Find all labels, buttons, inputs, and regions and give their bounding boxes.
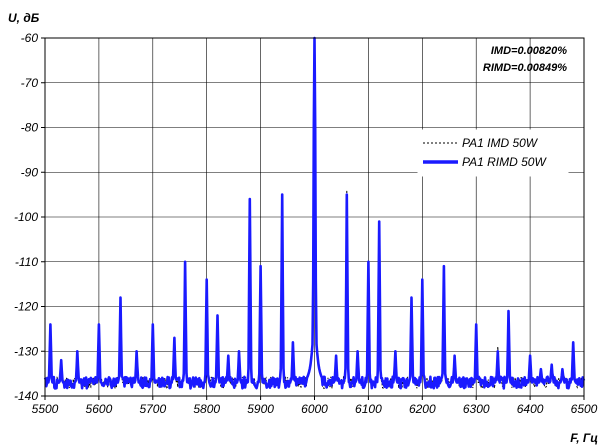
y-tick-label: -140 <box>14 389 38 403</box>
y-tick-label: -70 <box>21 76 39 90</box>
legend: PA1 IMD 50W PA1 RIMD 50W <box>417 129 569 177</box>
rimd-annotation: RIMD=0.00849% <box>483 62 567 74</box>
y-axis-title: U, дБ <box>8 11 40 25</box>
x-tick-label: 5800 <box>193 402 220 416</box>
x-tick-label: 5500 <box>32 402 59 416</box>
y-tick-label: -110 <box>15 255 38 269</box>
legend-label-imd: PA1 IMD 50W <box>462 136 539 150</box>
x-tick-label: 6300 <box>463 402 490 416</box>
y-tick-label: -130 <box>14 344 38 358</box>
x-tick-label: 6500 <box>571 402 598 416</box>
plot-frame <box>44 37 585 397</box>
x-tick-label: 6000 <box>301 402 328 416</box>
x-tick-label: 5600 <box>86 402 113 416</box>
imd-annotation: IMD=0.00820% <box>491 45 567 57</box>
legend-box <box>417 129 569 177</box>
series-imd-line <box>44 37 585 390</box>
x-tick-label: 6100 <box>355 402 382 416</box>
x-tick-label: 6400 <box>517 402 544 416</box>
x-tick-label: 5700 <box>139 402 166 416</box>
x-axis-title: F, Гц <box>570 431 598 445</box>
y-tick-label: -90 <box>21 165 39 179</box>
x-tick-label: 6200 <box>409 402 436 416</box>
y-tick-label: -100 <box>14 210 38 224</box>
y-tick-label: -80 <box>21 121 39 135</box>
x-tick-labels: 5500 5600 5700 5800 5900 6000 6100 6200 6300 6400… <box>32 402 598 416</box>
y-tick-labels: -60 -70 -80 -90 -100 -110 -120 -130 -140 <box>14 31 38 403</box>
legend-label-rimd: PA1 RIMD 50W <box>462 155 547 169</box>
x-tick-label: 5900 <box>247 402 274 416</box>
y-tick-label: -60 <box>21 31 39 45</box>
y-tick-label: -120 <box>14 300 38 314</box>
